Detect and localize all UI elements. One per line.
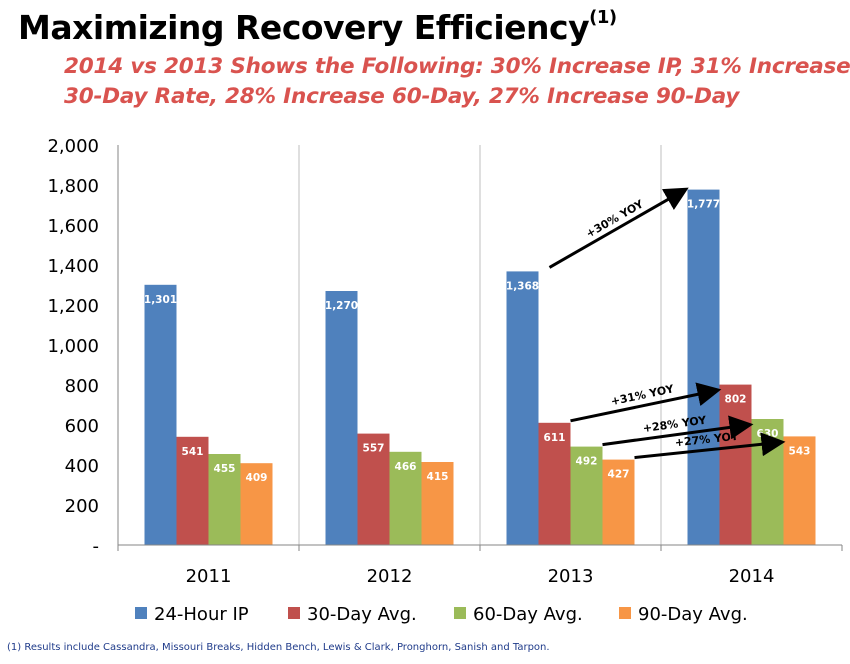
x-tick-label: 2011 <box>186 566 232 587</box>
data-label: 1,270 <box>325 300 358 312</box>
annotation-arrow <box>548 187 689 269</box>
annotation-arrow <box>570 382 722 423</box>
data-label: 630 <box>757 428 779 440</box>
y-tick-label: 2,000 <box>47 136 99 157</box>
data-label: 611 <box>544 432 566 444</box>
data-label: 415 <box>427 471 449 483</box>
bar <box>421 462 454 545</box>
bar <box>602 459 635 545</box>
data-label: 802 <box>725 394 747 406</box>
x-tick-label: 2012 <box>367 566 413 587</box>
bar <box>506 271 539 545</box>
bar <box>783 436 816 545</box>
bar <box>570 446 603 545</box>
bar <box>538 422 571 545</box>
bar <box>144 284 177 545</box>
y-tick-label: - <box>93 536 100 557</box>
data-label: 557 <box>363 443 385 455</box>
data-label: 427 <box>608 469 630 481</box>
bar <box>719 384 752 545</box>
data-label: 541 <box>182 446 204 458</box>
y-tick-label: 1,600 <box>47 216 99 237</box>
data-label: 1,777 <box>687 199 720 211</box>
data-label: 1,368 <box>506 280 539 292</box>
page-title: Maximizing Recovery Efficiency(1) <box>18 7 617 47</box>
legend-swatch <box>454 607 466 619</box>
data-label: 1,301 <box>144 294 177 306</box>
bar <box>208 454 241 545</box>
annotation-arrow <box>634 432 786 460</box>
y-tick-label: 1,000 <box>47 336 99 357</box>
legend-swatch <box>619 607 631 619</box>
bar <box>176 436 209 545</box>
y-tick-label: 1,800 <box>47 176 99 197</box>
legend-label: 60-Day Avg. <box>473 604 583 625</box>
data-label: 543 <box>789 445 811 457</box>
annotation-arrow <box>602 415 754 447</box>
y-tick-label: 1,200 <box>47 296 99 317</box>
title-text: Maximizing Recovery Efficiency <box>18 8 590 47</box>
x-tick-label: 2014 <box>729 566 775 587</box>
y-tick-label: 400 <box>65 456 99 477</box>
x-tick-label: 2013 <box>548 566 594 587</box>
legend-label: 30-Day Avg. <box>307 604 417 625</box>
legend-label: 90-Day Avg. <box>638 604 748 625</box>
legend-label: 24-Hour IP <box>154 604 249 625</box>
legend-swatch <box>288 607 300 619</box>
footnote: (1) Results include Cassandra, Missouri … <box>7 642 550 653</box>
bar <box>389 451 422 545</box>
data-label: 466 <box>395 461 417 473</box>
data-label: 455 <box>214 463 236 475</box>
data-label: 492 <box>576 456 598 468</box>
y-tick-label: 600 <box>65 416 99 437</box>
y-tick-label: 1,400 <box>47 256 99 277</box>
bar <box>687 189 720 545</box>
subtitle-line-2: 30-Day Rate, 28% Increase 60-Day, 27% In… <box>64 84 740 109</box>
y-tick-label: 800 <box>65 376 99 397</box>
subtitle-line-1: 2014 vs 2013 Shows the Following: 30% In… <box>64 54 850 79</box>
y-tick-label: 200 <box>65 496 99 517</box>
legend-swatch <box>135 607 147 619</box>
bar <box>325 291 358 545</box>
data-label: 409 <box>246 472 268 484</box>
bar <box>357 433 390 545</box>
bar <box>240 463 273 545</box>
bar-chart: - 200 400 600 800 1,000 1,200 1,400 1,600 1,800 2,… <box>47 136 843 625</box>
title-footnote-marker: (1) <box>589 7 617 28</box>
